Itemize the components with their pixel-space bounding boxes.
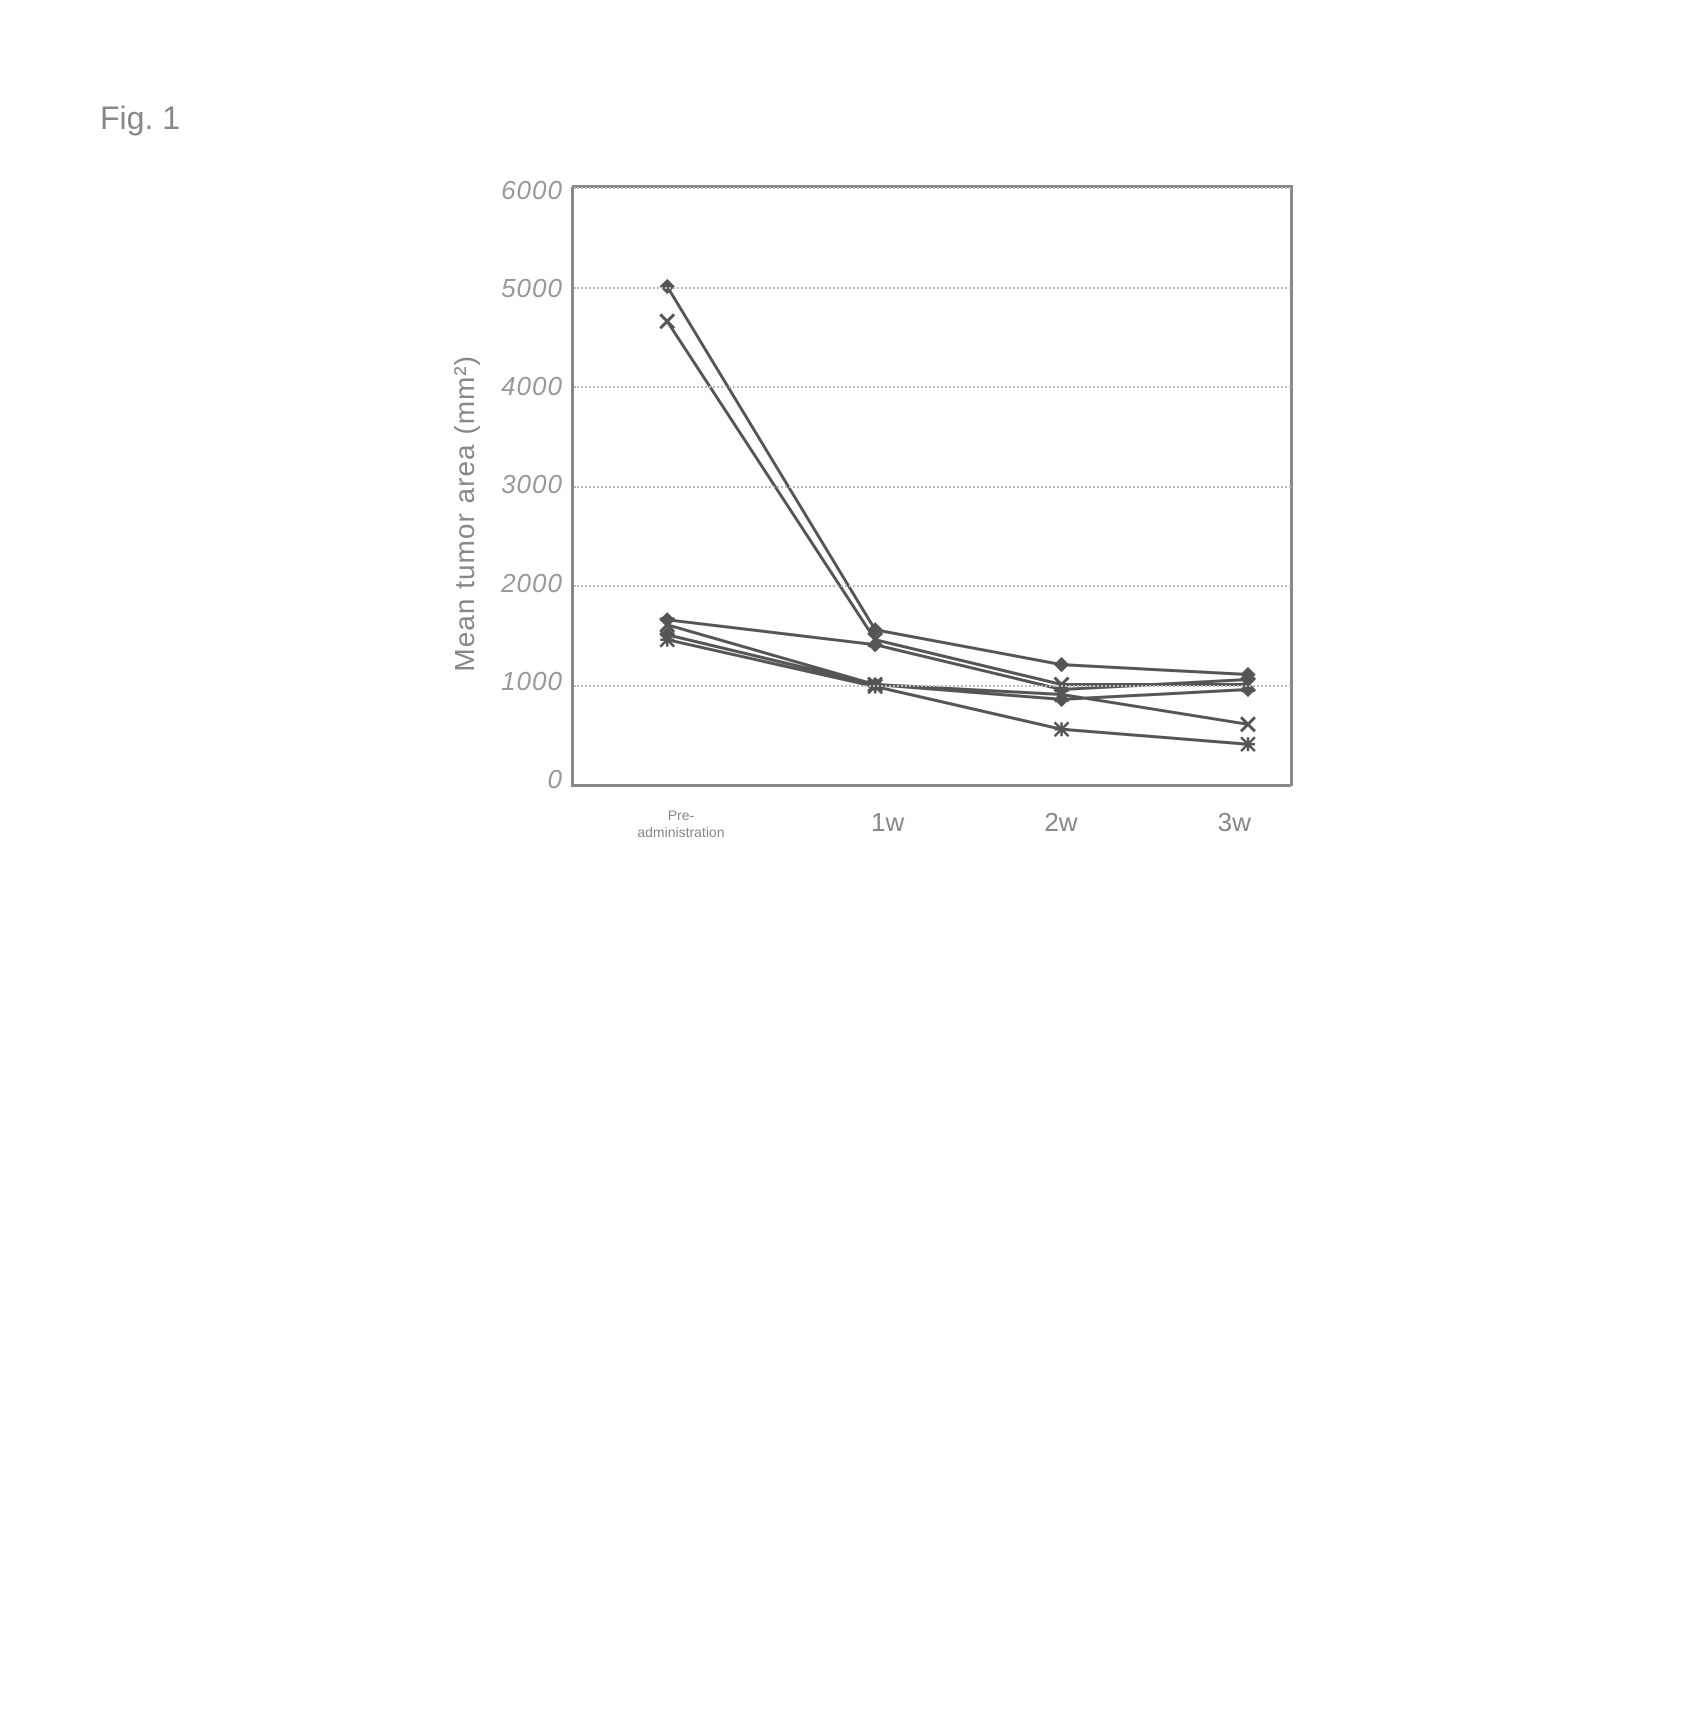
plot-box <box>571 187 1291 787</box>
y-tick: 3000 <box>501 469 563 500</box>
series-line <box>667 287 1248 675</box>
series-marker <box>660 314 674 328</box>
chart-wrapper: Mean tumor area (mm²) 600050004000300020… <box>260 187 1480 841</box>
x-ticks: Pre-administration 1w 2w 3w <box>571 807 1291 841</box>
y-tick: 0 <box>547 764 562 795</box>
y-ticks: 6000 5000 4000 3000 2000 1000 0 <box>501 175 571 795</box>
y-tick: 4000 <box>501 371 563 402</box>
x-tick: 2w <box>1044 807 1077 841</box>
figure-label: Fig. 1 <box>100 100 1480 137</box>
page-container: Fig. 1 Mean tumor area (mm²) 6000 5000 400… <box>80 100 1480 841</box>
chart-columns: Pre-administration 1w 2w 3w <box>571 187 1291 841</box>
y-tick: 2000 <box>501 568 563 599</box>
series-marker <box>1055 658 1069 672</box>
y-tick: 5000 <box>501 273 563 304</box>
y-axis-label: Mean tumor area (mm²) <box>449 355 481 672</box>
grid-line <box>574 386 1291 388</box>
series-marker <box>660 633 674 647</box>
chart-area: 6000500040003000200010000 Pre-administra… <box>501 187 1291 841</box>
grid-line <box>574 585 1291 587</box>
grid-line <box>574 685 1291 687</box>
series-marker <box>1241 737 1255 751</box>
y-tick: 6000 <box>501 175 563 206</box>
x-tick: Pre-administration <box>631 807 731 841</box>
grid-line <box>574 187 1291 189</box>
grid-line <box>574 287 1291 289</box>
x-tick: 3w <box>1218 807 1251 841</box>
grid-line <box>574 486 1291 488</box>
series-line <box>667 625 1248 725</box>
series-marker <box>1055 722 1069 736</box>
y-tick: 1000 <box>501 666 563 697</box>
x-tick: 1w <box>871 807 904 841</box>
